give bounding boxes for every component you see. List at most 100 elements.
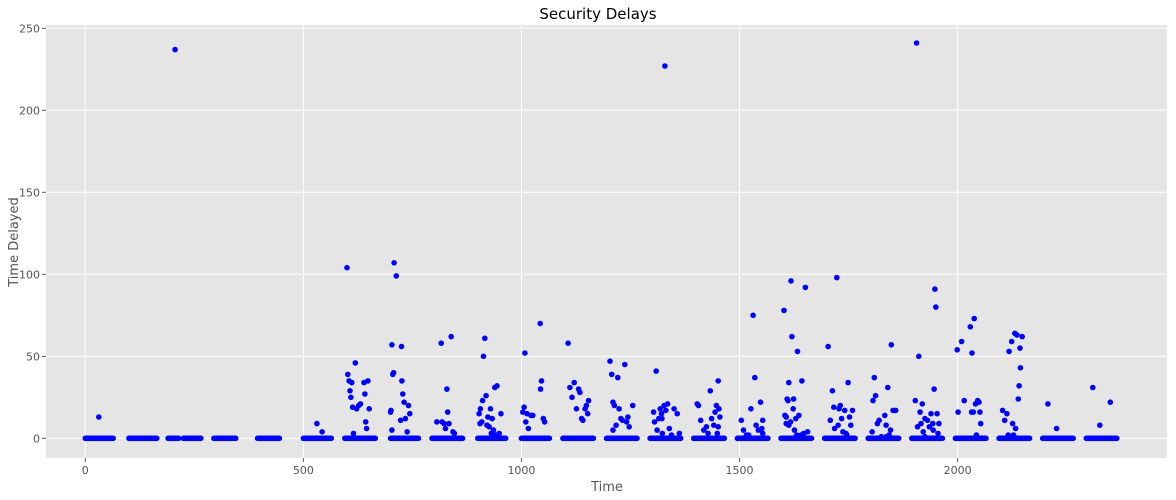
data-point <box>496 430 503 437</box>
grid-lines <box>46 25 1167 458</box>
data-point <box>1009 420 1016 427</box>
data-point <box>791 427 798 433</box>
data-point <box>483 392 489 399</box>
data-point <box>715 378 721 384</box>
data-point <box>753 422 759 429</box>
data-point <box>405 402 412 409</box>
data-point <box>930 420 936 427</box>
data-point <box>958 338 965 345</box>
data-point <box>1005 432 1011 438</box>
data-point <box>590 435 597 442</box>
data-point <box>793 432 800 438</box>
data-point <box>799 378 805 384</box>
data-point <box>883 433 889 440</box>
data-point <box>626 424 632 430</box>
data-point <box>498 410 504 417</box>
data-point <box>1053 425 1060 432</box>
data-point <box>785 397 791 404</box>
y-tick-label: 250 <box>19 22 40 35</box>
data-point <box>1045 401 1051 407</box>
data-point <box>482 335 488 342</box>
data-point <box>362 391 368 397</box>
data-point <box>625 414 631 420</box>
data-point <box>530 412 536 419</box>
data-point <box>789 333 795 340</box>
data-point <box>397 417 404 424</box>
data-point <box>825 343 831 350</box>
data-point <box>345 371 351 378</box>
data-point <box>869 429 875 435</box>
data-point <box>935 430 941 437</box>
data-point <box>871 374 878 381</box>
data-point <box>1070 435 1076 442</box>
data-point <box>442 425 449 432</box>
data-point <box>525 425 532 432</box>
data-point <box>569 394 575 401</box>
data-point <box>400 391 406 397</box>
data-point <box>1008 338 1015 345</box>
data-point <box>389 427 395 433</box>
data-point <box>580 417 586 424</box>
data-point <box>634 435 640 442</box>
data-point <box>788 278 794 284</box>
data-point <box>365 378 371 384</box>
data-point <box>765 435 771 442</box>
data-point <box>653 368 659 374</box>
data-point <box>349 379 355 386</box>
data-point <box>968 409 975 415</box>
data-point <box>668 432 675 438</box>
data-point <box>919 401 926 407</box>
data-point <box>882 412 888 419</box>
data-point <box>363 425 370 432</box>
data-point <box>752 374 758 381</box>
data-point <box>96 414 102 420</box>
data-point <box>1017 345 1023 351</box>
data-point <box>487 406 494 412</box>
axis-ticks: 0 500 1000 1500 2000 0 50 100 150 200 250 <box>19 22 972 477</box>
data-point <box>490 427 497 433</box>
data-point <box>721 435 728 442</box>
data-point <box>434 419 440 425</box>
data-point <box>750 312 756 319</box>
data-point <box>314 420 320 427</box>
data-point <box>852 435 858 442</box>
plot-area <box>46 25 1167 458</box>
data-point <box>757 399 764 406</box>
data-point <box>936 420 942 427</box>
data-point <box>955 409 961 415</box>
data-point <box>711 422 717 429</box>
data-point <box>441 420 448 427</box>
data-point <box>650 409 657 415</box>
x-tick-label: 1000 <box>507 464 535 477</box>
data-point <box>577 389 583 396</box>
data-point <box>983 435 989 442</box>
data-point <box>154 435 160 442</box>
data-point <box>538 378 545 384</box>
data-point <box>674 410 680 417</box>
data-point <box>829 388 836 394</box>
data-point <box>916 353 922 360</box>
data-point <box>837 402 844 409</box>
data-point <box>716 406 722 412</box>
data-point <box>537 320 543 327</box>
data-point <box>846 414 853 420</box>
data-point <box>651 419 658 425</box>
data-point <box>831 404 837 411</box>
data-point <box>608 371 615 378</box>
data-point <box>934 410 940 417</box>
data-point <box>878 433 885 440</box>
data-point <box>523 419 529 425</box>
data-point <box>573 406 580 412</box>
data-point <box>939 435 946 442</box>
data-point <box>870 397 876 404</box>
data-point <box>786 379 792 386</box>
data-point <box>759 425 765 432</box>
data-point <box>804 429 811 435</box>
data-point <box>494 383 500 389</box>
data-point <box>885 384 891 391</box>
data-point <box>790 406 796 412</box>
data-point <box>887 427 894 433</box>
data-point <box>954 347 960 353</box>
data-point <box>802 284 809 291</box>
y-tick-label: 150 <box>19 186 40 199</box>
